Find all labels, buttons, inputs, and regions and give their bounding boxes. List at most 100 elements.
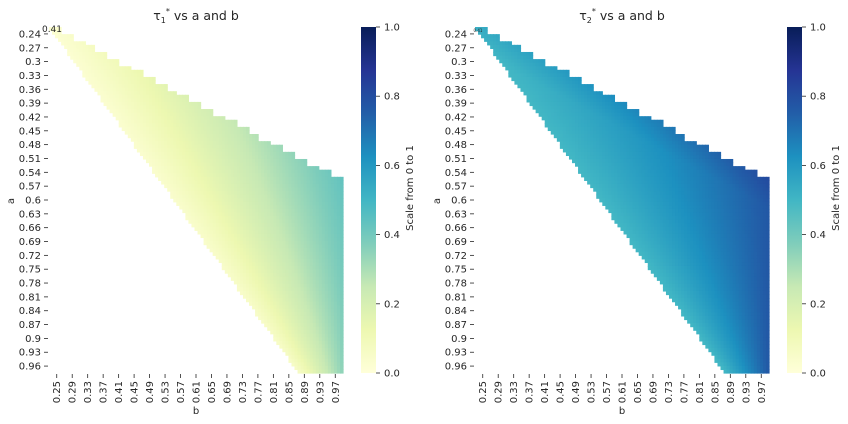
heatmap-cell [246, 176, 250, 181]
heatmap-cell [547, 94, 552, 99]
heatmap-cell [511, 66, 515, 71]
heatmap-cell [273, 194, 277, 199]
heatmap-cell [605, 144, 609, 149]
heatmap-cell [309, 276, 314, 281]
heatmap-cell [188, 144, 193, 149]
heatmap-cell [230, 148, 235, 153]
heatmap-cell [659, 166, 664, 171]
heatmap-cell [336, 323, 341, 328]
heatmap-cell [571, 158, 576, 164]
heatmap-cell [224, 251, 229, 256]
heatmap-cell [173, 130, 177, 135]
heatmap-cell [578, 109, 582, 114]
heatmap-cell [170, 130, 174, 135]
heatmap-cell [209, 141, 214, 146]
heatmap-cell [330, 369, 335, 374]
heatmap-cell [578, 134, 582, 139]
heatmap-cell [124, 98, 129, 103]
heatmap-cell [236, 126, 241, 132]
heatmap-cell [315, 348, 320, 353]
heatmap-cell [249, 212, 253, 217]
x-tick-label: 0.29 [68, 381, 79, 403]
heatmap-cell [239, 205, 244, 210]
heatmap-cell [230, 248, 235, 253]
heatmap-cell [170, 134, 174, 139]
heatmap-cell [300, 330, 305, 335]
heatmap-cell [261, 280, 265, 285]
heatmap-cell [230, 183, 235, 189]
x-tick-label: 0.61 [192, 381, 203, 403]
heatmap-cell [327, 319, 332, 324]
heatmap-cell [188, 198, 193, 203]
heatmap-cell [197, 158, 202, 164]
heatmap-cell [118, 101, 123, 107]
heatmap-cell [596, 137, 600, 142]
heatmap-cell [246, 280, 250, 285]
heatmap-cell [297, 269, 302, 274]
heatmap-cell [261, 183, 265, 189]
heatmap-cell [496, 41, 500, 46]
heatmap-cell [578, 144, 582, 149]
heatmap-cell [155, 123, 159, 128]
heatmap-cell [233, 148, 238, 153]
heatmap-cell [720, 173, 725, 178]
heatmap-cell [318, 312, 323, 317]
heatmap-cell [197, 166, 202, 171]
heatmap-cell [215, 130, 220, 135]
heatmap-cell [100, 59, 105, 64]
heatmap-cell [605, 180, 609, 185]
heatmap-cell [620, 134, 625, 139]
heatmap-cell [481, 27, 485, 32]
heatmap-cell [336, 276, 341, 281]
heatmap-cell [273, 212, 277, 217]
heatmap-cell [70, 55, 74, 60]
heatmap-cell [556, 84, 561, 89]
heatmap-cell [330, 230, 335, 235]
heatmap-cell [100, 55, 105, 60]
heatmap-cell [70, 37, 74, 42]
heatmap-cell [264, 173, 268, 178]
heatmap-cell [599, 141, 603, 146]
heatmap-cell [118, 112, 123, 117]
heatmap-cell [170, 169, 174, 174]
heatmap-cell [333, 283, 338, 288]
heatmap-cell [493, 41, 497, 46]
heatmap-cell [720, 180, 725, 185]
heatmap-cell [109, 84, 114, 89]
heatmap-cell [139, 105, 144, 110]
heatmap-cell [215, 134, 220, 139]
heatmap-cell [300, 305, 305, 310]
heatmap-cell [176, 144, 180, 149]
heatmap-cell [300, 283, 305, 288]
heatmap-cell [179, 94, 183, 99]
heatmap-cell [303, 294, 308, 299]
heatmap-cell [273, 158, 277, 164]
heatmap-cell [249, 216, 253, 221]
heatmap-cell [490, 34, 494, 39]
heatmap-cell [306, 301, 311, 306]
heatmap-cell [309, 166, 314, 171]
heatmap-cell [118, 66, 123, 71]
heatmap-cell [575, 130, 579, 135]
heatmap-cell [158, 116, 162, 121]
heatmap-cell [650, 180, 655, 185]
heatmap-cell [611, 109, 616, 114]
heatmap-cell [212, 198, 217, 203]
x-axis-label: b [193, 406, 199, 417]
heatmap-cell [136, 109, 141, 114]
heatmap-cell [55, 30, 59, 35]
heatmap-cell [115, 84, 120, 89]
heatmap-cell [215, 123, 220, 128]
heatmap-cell [273, 312, 277, 317]
heatmap-cell [611, 191, 616, 196]
heatmap-cell [194, 216, 199, 221]
heatmap-cell [303, 219, 308, 224]
heatmap-cell [233, 265, 238, 271]
heatmap-cell [264, 280, 268, 285]
heatmap-cell [242, 241, 247, 246]
heatmap-cell [608, 148, 612, 153]
heatmap-cell [714, 176, 719, 181]
heatmap-cell [291, 155, 296, 160]
heatmap-cell [255, 191, 259, 196]
heatmap-cell [76, 51, 80, 57]
